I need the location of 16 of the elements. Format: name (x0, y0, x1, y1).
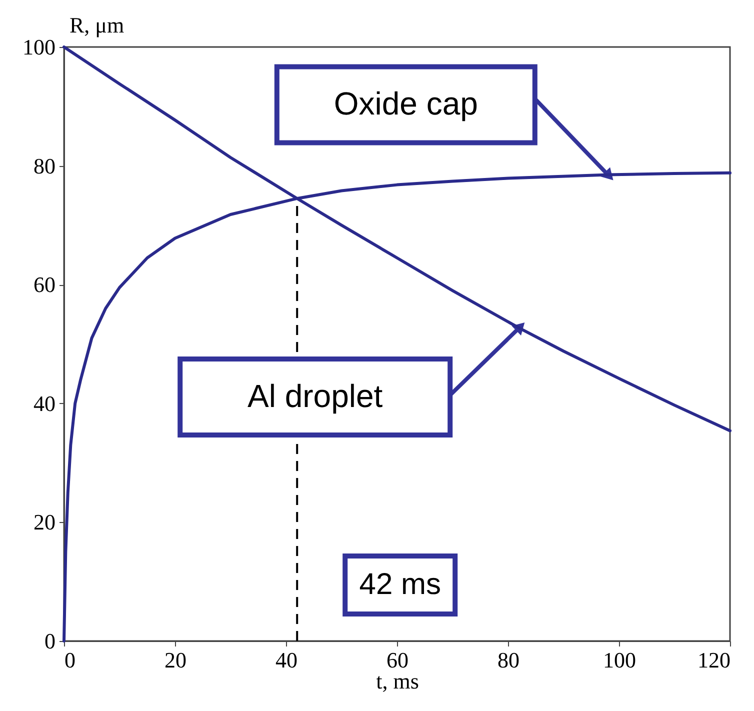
x-tick-label: 0 (64, 648, 76, 672)
y-tick-label: 100 (22, 34, 56, 60)
ref-line-label: 42 ms (359, 568, 441, 601)
y-axis-title: R, μm (70, 12, 124, 38)
x-tick-label: 120 (698, 648, 730, 672)
annotation: Oxide cap (334, 86, 478, 122)
x-tick-label: 100 (603, 648, 636, 672)
annotation: Al droplet (248, 378, 383, 414)
x-tick-label: 80 (498, 648, 520, 672)
y-tick-label: 40 (34, 390, 56, 416)
x-tick-label: 20 (164, 648, 186, 672)
y-tick-label: 60 (34, 272, 56, 298)
y-tick-label: 0 (44, 628, 56, 654)
y-tick-label: 20 (34, 510, 56, 535)
y-tick-label: 80 (34, 153, 56, 178)
x-tick-label: 40 (276, 648, 298, 672)
